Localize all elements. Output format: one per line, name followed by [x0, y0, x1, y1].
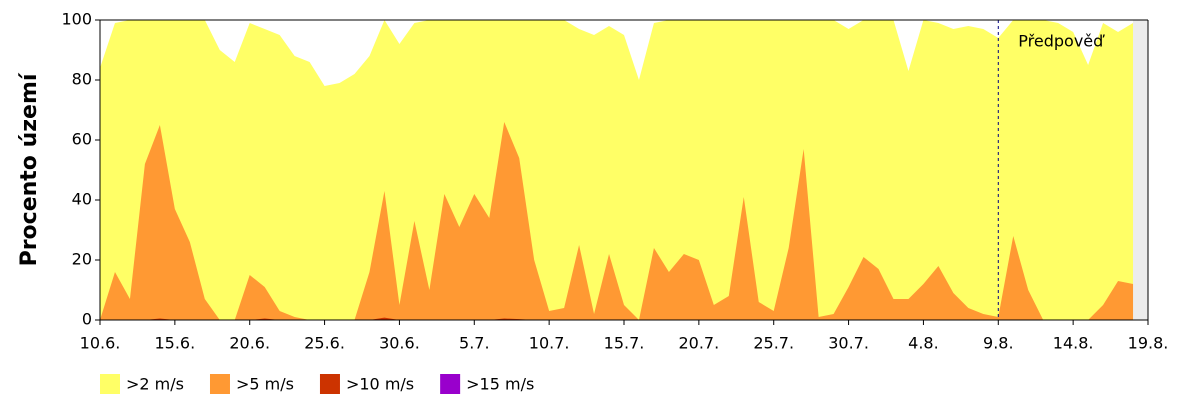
legend-swatch [440, 374, 461, 394]
x-tick-label: 25.6. [304, 334, 345, 353]
x-tick-label: 10.7. [529, 334, 570, 353]
y-tick-label: 100 [61, 10, 92, 29]
x-tick-label: 9.8. [983, 334, 1014, 353]
legend-swatch [319, 374, 340, 394]
area [100, 20, 1134, 320]
x-tick-label: 4.8. [908, 334, 939, 353]
legend-label: >10 m/s [346, 375, 414, 394]
x-tick-label: 20.6. [229, 334, 270, 353]
x-tick-label: 25.7. [753, 334, 794, 353]
y-tick-label: 20 [72, 250, 92, 269]
y-tick-label: 40 [72, 190, 92, 209]
annotation: Předpověď [1018, 32, 1105, 51]
x-tick-label: 10.6. [80, 334, 121, 353]
y-tick-label: 60 [72, 130, 92, 149]
no-data-region [1133, 20, 1148, 320]
x-tick-label: 30.6. [379, 334, 420, 353]
area [100, 122, 1134, 320]
x-tick-label: 5.7. [459, 334, 490, 353]
legend-label: >15 m/s [466, 375, 534, 394]
legend-label: >2 m/s [126, 375, 184, 394]
x-tick-label: 14.8. [1053, 334, 1094, 353]
legend-swatch [100, 374, 120, 394]
x-tick-label: 20.7. [678, 334, 719, 353]
legend-label: >5 m/s [236, 375, 294, 394]
x-tick-label: 15.6. [154, 334, 195, 353]
x-tick-label: 30.7. [828, 334, 869, 353]
y-axis-label: Procento území [17, 72, 42, 266]
y-tick-label: 0 [82, 310, 92, 329]
y-tick-label: 80 [72, 70, 92, 89]
x-tick-label: 15.7. [604, 334, 645, 353]
x-tick-label: 19.8. [1128, 334, 1169, 353]
legend-swatch [209, 374, 230, 394]
